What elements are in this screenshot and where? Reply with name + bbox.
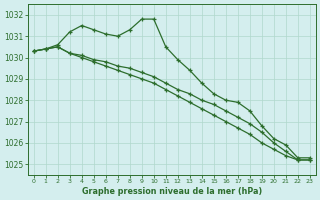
X-axis label: Graphe pression niveau de la mer (hPa): Graphe pression niveau de la mer (hPa) <box>82 187 262 196</box>
